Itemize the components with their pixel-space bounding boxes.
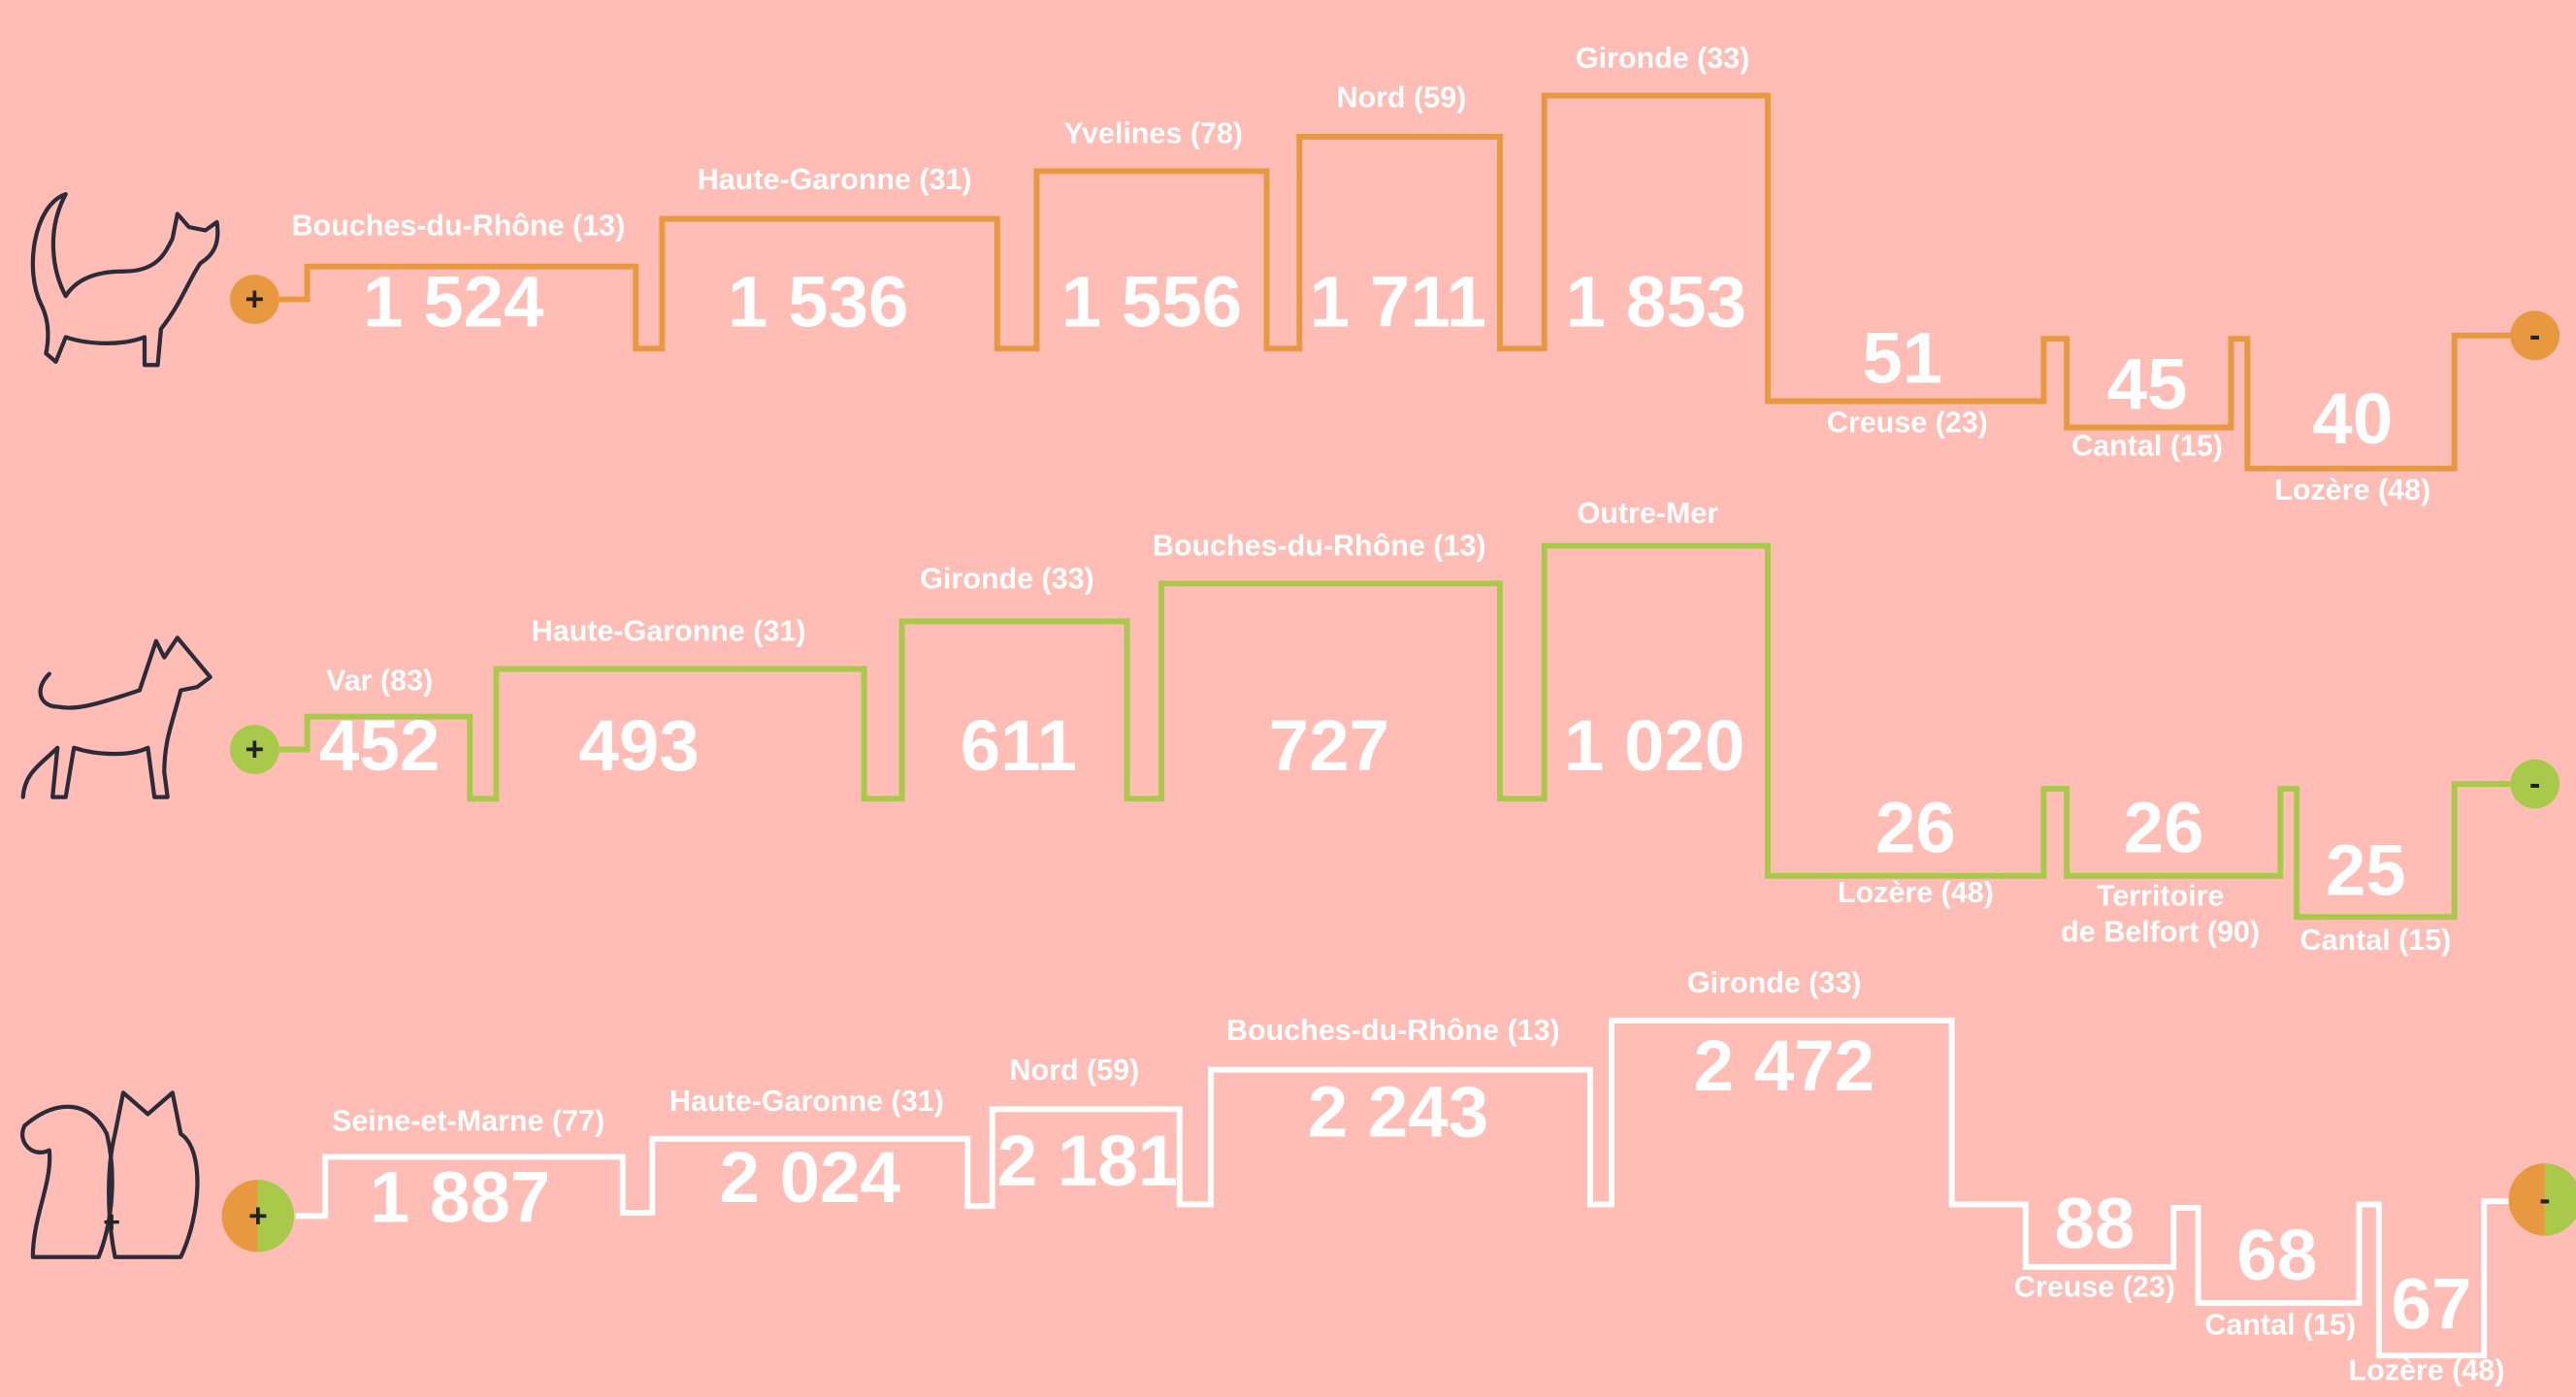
value: 452 [319,705,440,786]
plus-sign: + [248,1197,268,1234]
department-label: Creuse (23) [1827,406,1988,439]
page: + + - Bouches-du-Rhône (13) 1 524 Haute-Garo… [0,0,2576,1397]
department-label: Creuse (23) [2014,1270,2175,1303]
department-label: Yvelines (78) [1063,117,1243,150]
department-label: Cantal (15) [2071,429,2223,462]
infographic: + + - Bouches-du-Rhône (13) 1 524 Haute-Garo… [0,0,2576,1397]
minus-sign: - [2529,317,2540,354]
value: 40 [2312,378,2393,459]
minus-sign: - [2539,1181,2550,1218]
value: 88 [2054,1184,2135,1264]
plus-sign: + [245,281,265,318]
value: 1 536 [728,262,908,342]
value: 1 711 [1310,262,1486,342]
value: 25 [2326,830,2406,911]
minus-sign: - [2529,765,2540,802]
department-label: Lozère (48) [2348,1354,2504,1387]
label-line: de Belfort (90) [2061,916,2260,949]
value: 26 [2124,788,2204,868]
department-label: Outre-Mer [1578,497,1719,530]
department-label: Lozère (48) [2274,473,2430,506]
label-line: Territoire [2097,879,2225,912]
department-label: Bouches-du-Rhône (13) [292,210,626,243]
department-label: Var (83) [326,665,433,698]
department-label: Gironde (33) [920,563,1093,596]
value: 1 853 [1566,262,1746,342]
department-label: Gironde (33) [1576,42,1749,75]
value: 2 472 [1694,1025,1875,1106]
department-label: Seine-et-Marne (77) [332,1104,604,1137]
value: 1 556 [1061,262,1242,342]
value: 2 181 [997,1121,1178,1201]
icon-plus: + [103,1206,120,1239]
value: 1 524 [363,262,544,342]
value: 26 [1875,788,1956,868]
department-label: Bouches-du-Rhône (13) [1153,530,1486,563]
department-label: Cantal (15) [2204,1308,2356,1341]
value: 2 243 [1308,1071,1488,1152]
department-label: Haute-Garonne (31) [532,615,806,648]
value: 2 024 [720,1137,901,1218]
department-label: Haute-Garonne (31) [669,1085,944,1118]
department-label: Bouches-du-Rhône (13) [1226,1014,1560,1047]
value: 45 [2107,343,2188,424]
value: 611 [961,705,1077,786]
department-label: Haute-Garonne (31) [698,163,972,196]
department-label: Nord (59) [1010,1054,1140,1087]
value: 68 [2236,1215,2317,1295]
value: 493 [579,705,700,786]
value: 1 887 [370,1157,550,1238]
value: 727 [1269,705,1389,786]
department-label: Nord (59) [1336,81,1466,114]
department-label: Lozère (48) [1838,876,1994,909]
department-label: Gironde (33) [1687,966,1861,999]
value: 51 [1862,317,1942,398]
value: 67 [2392,1264,2472,1345]
plus-sign: + [245,731,265,767]
department-label: Cantal (15) [2300,924,2452,957]
value: 1 020 [1564,705,1745,786]
